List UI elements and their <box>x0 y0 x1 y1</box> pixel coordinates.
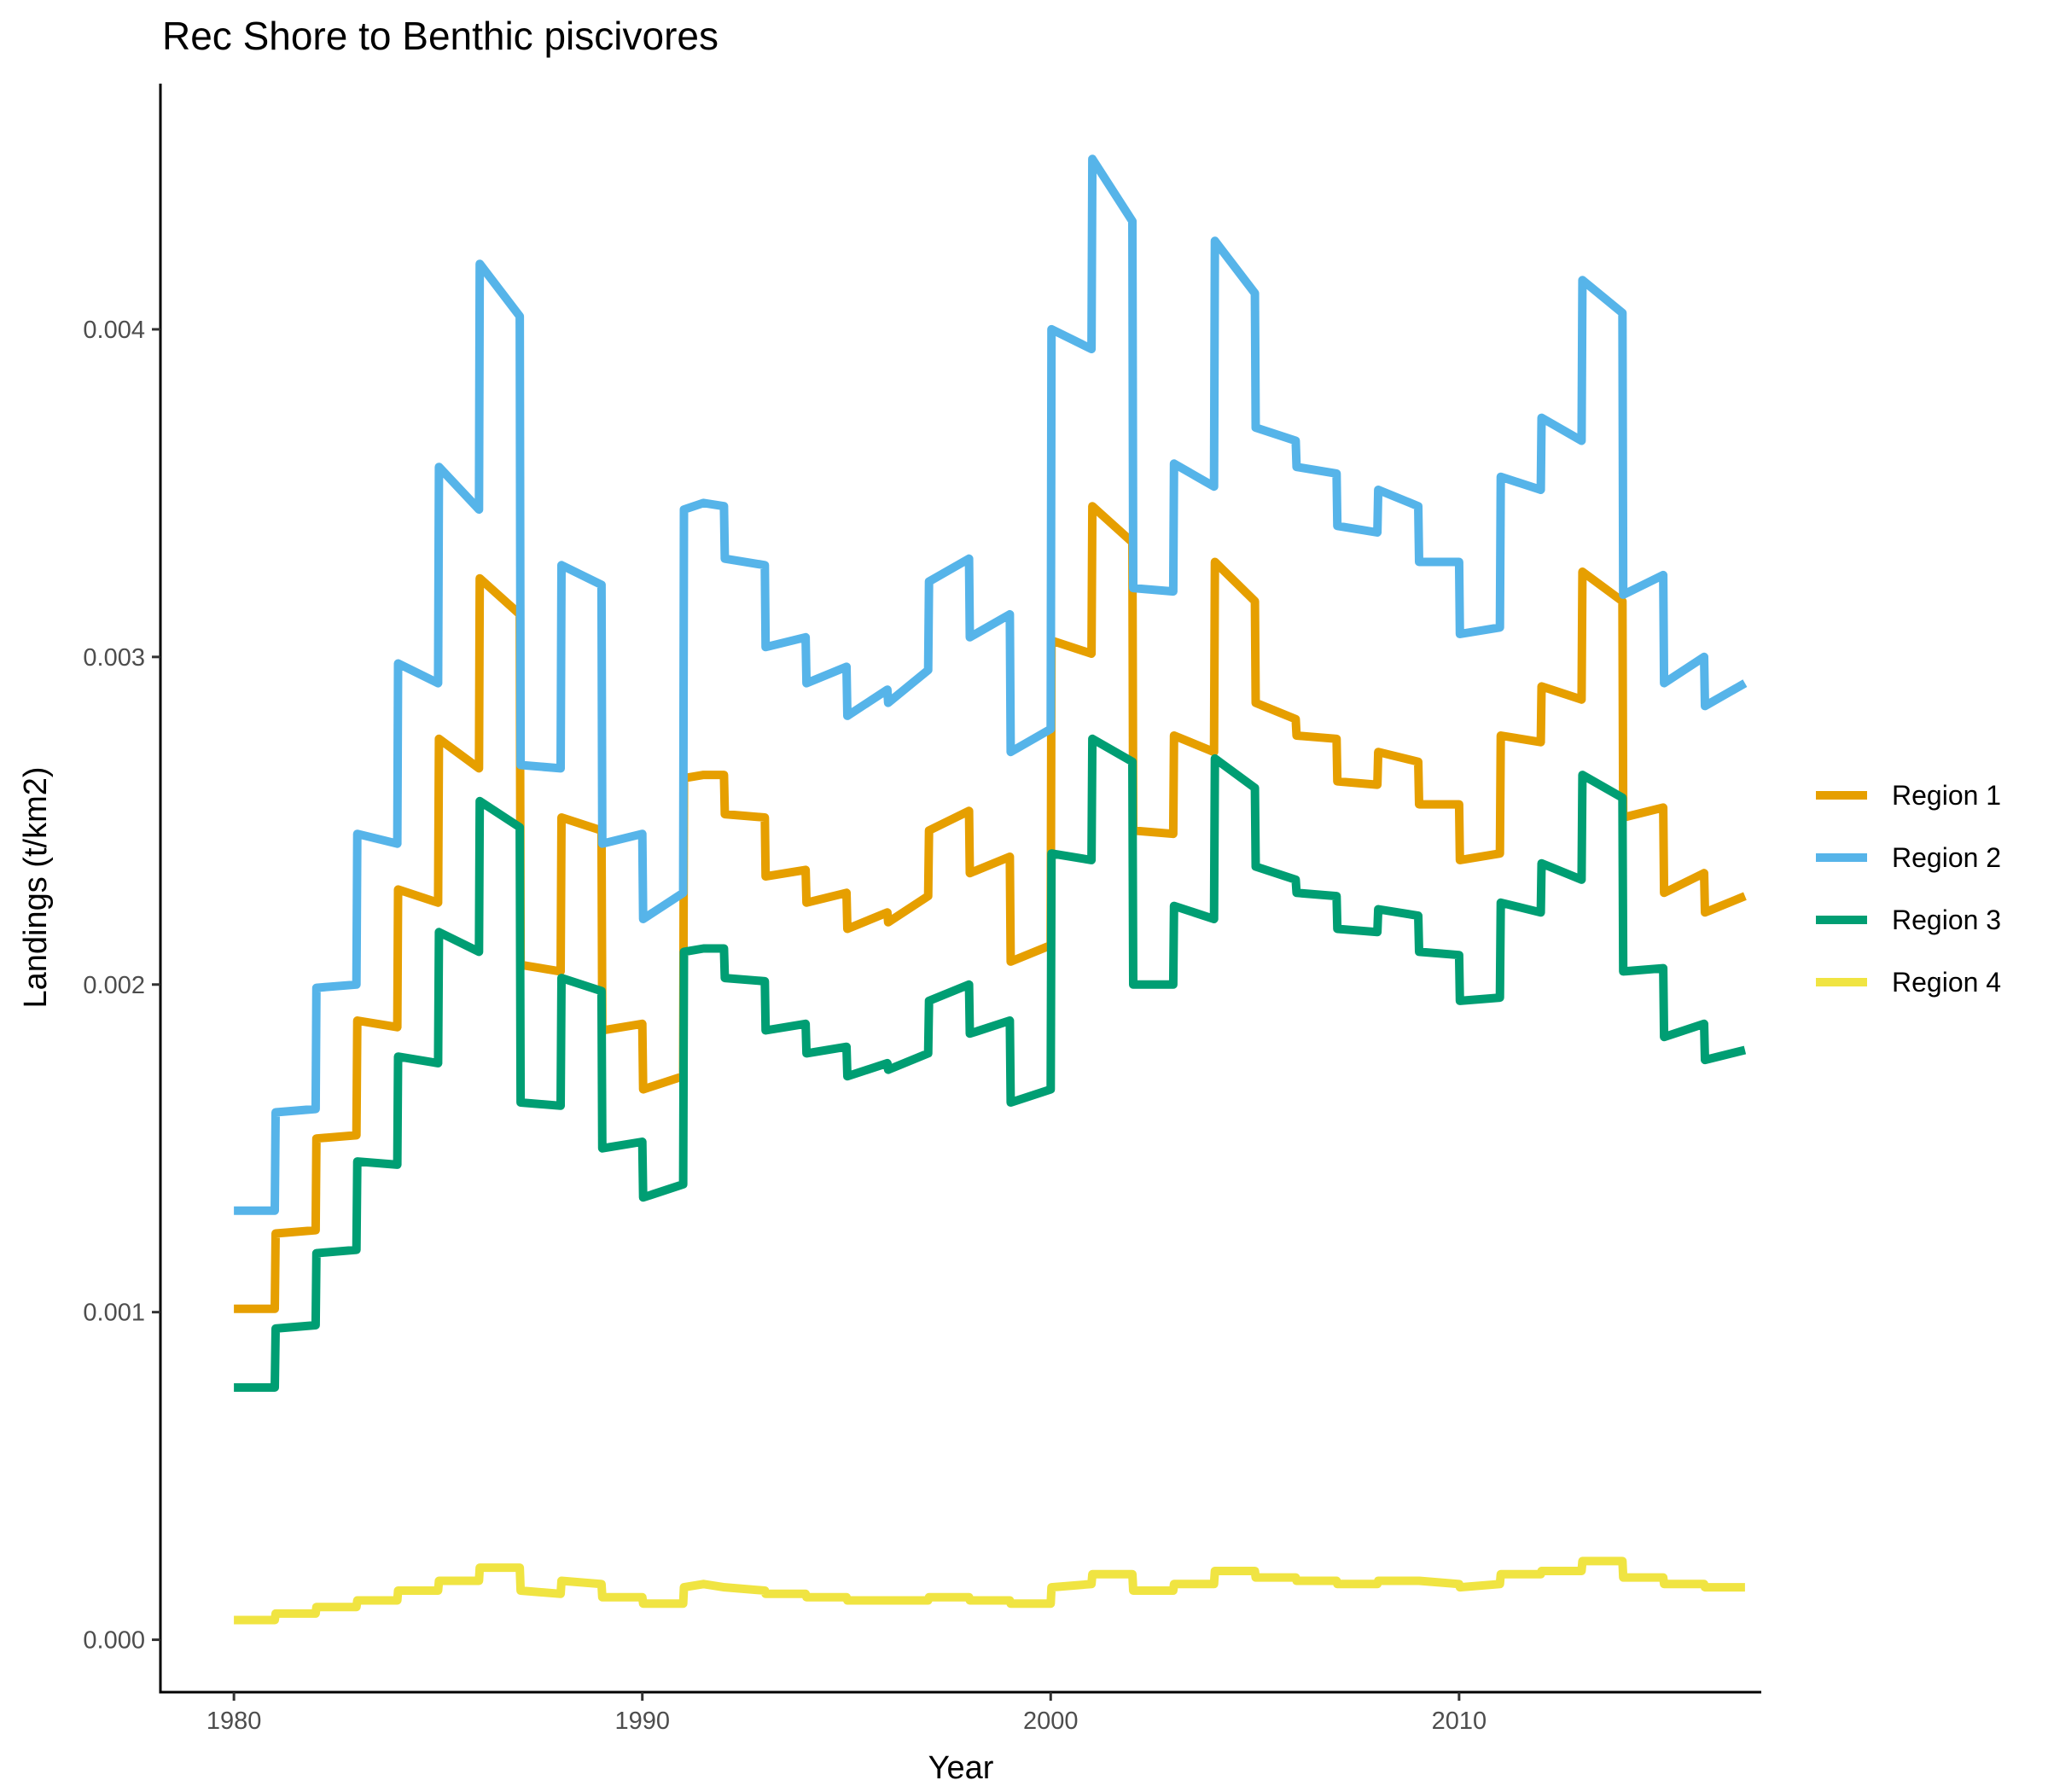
chart-title: Rec Shore to Benthic piscivores <box>162 14 719 58</box>
legend-label-1: Region 1 <box>1892 780 2001 811</box>
x-tick-label: 1990 <box>614 1708 670 1735</box>
y-axis: 0.000 0.001 0.002 0.003 0.004 <box>83 317 160 1655</box>
x-axis: 1980 1990 2000 2010 <box>207 1692 1487 1735</box>
series-line-3 <box>234 734 1747 1392</box>
y-tick-label: 0.004 <box>83 317 145 344</box>
x-tick-label: 2010 <box>1432 1708 1487 1735</box>
x-tick-label: 2000 <box>1023 1708 1079 1735</box>
y-axis-title: Landings (t/km2) <box>18 766 54 1008</box>
series-line-4 <box>234 1556 1745 1625</box>
x-axis-title: Year <box>928 1750 994 1786</box>
y-tick-label: 0.001 <box>83 1300 145 1327</box>
y-tick-label: 0.000 <box>83 1627 145 1655</box>
legend-label-2: Region 2 <box>1892 842 2001 873</box>
legend-label-4: Region 4 <box>1892 967 2001 998</box>
plot-series-group <box>234 154 1748 1625</box>
legend-label-3: Region 3 <box>1892 905 2001 935</box>
series-line-2 <box>234 154 1748 1215</box>
x-tick-label: 1980 <box>207 1708 262 1735</box>
legend: Region 1 Region 2 Region 3 Region 4 <box>1816 780 2001 998</box>
y-tick-label: 0.002 <box>83 972 145 999</box>
y-tick-label: 0.003 <box>83 644 145 672</box>
series-line-1 <box>234 502 1747 1313</box>
